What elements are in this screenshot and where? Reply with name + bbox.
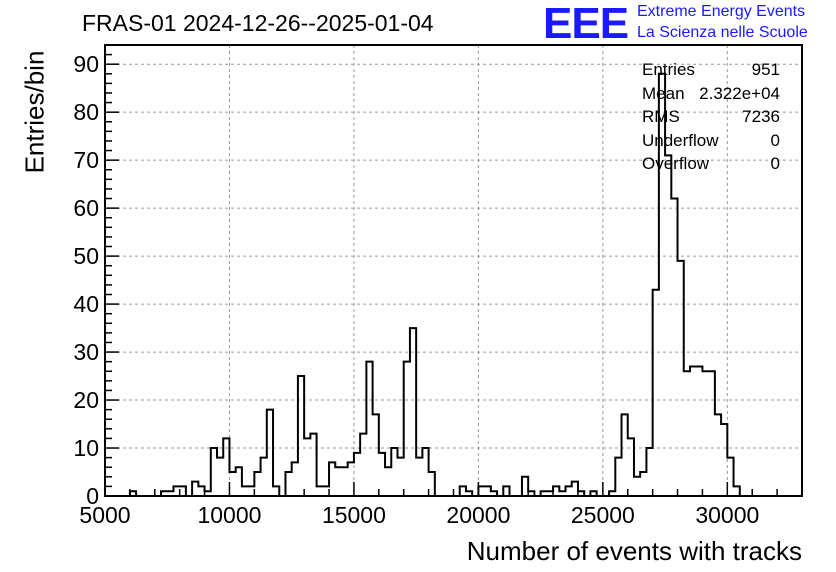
stat-value: 7236 <box>742 107 780 126</box>
stat-row-mean: Mean 2.322e+04 <box>642 84 780 108</box>
stat-value: 951 <box>751 60 780 79</box>
stat-value: 2.322e+04 <box>699 83 780 103</box>
y-tick-label: 30 <box>73 339 99 365</box>
stat-name: RMS <box>642 107 680 126</box>
y-axis-label: Entries/bin <box>19 50 50 174</box>
stat-row-entries: Entries 951 <box>642 60 780 84</box>
y-tick-label: 50 <box>73 243 99 269</box>
stat-value: 0 <box>770 130 780 150</box>
y-tick-label: 60 <box>73 195 99 221</box>
grid-lines <box>105 45 802 496</box>
stat-name: Entries <box>642 60 695 79</box>
x-tick-label: 20000 <box>446 502 510 528</box>
chart-title: FRAS-01 2024-12-26--2025-01-04 <box>82 10 434 36</box>
x-axis-label: Number of events with tracks <box>466 536 802 566</box>
x-tick-label: 15000 <box>322 502 386 528</box>
statistics-box: Entries 951 Mean 2.322e+04 RMS 7236 Unde… <box>642 60 780 178</box>
logo-caption-line2: La Scienza nelle Scuole <box>637 24 808 41</box>
y-tick-label: 70 <box>73 147 99 173</box>
y-tick-label: 0 <box>86 483 99 509</box>
y-tick-label: 90 <box>73 51 99 77</box>
x-tick-label: 10000 <box>197 502 261 528</box>
y-tick-label: 10 <box>73 435 99 461</box>
logo-caption-line1: Extreme Energy Events <box>637 3 806 20</box>
y-axis-ticks: 0 10 20 30 40 50 60 70 80 90 <box>73 44 119 509</box>
x-tick-label: 5000 <box>79 502 130 528</box>
stat-value: 0 <box>770 154 780 173</box>
eee-logo: EEE <box>543 0 629 48</box>
stat-row-rms: RMS 7236 <box>642 107 780 131</box>
stat-row-underflow: Underflow 0 <box>642 131 780 155</box>
stat-name: Overflow <box>642 154 710 173</box>
x-axis-ticks: 5000 10000 15000 20000 25000 30000 <box>79 482 803 528</box>
stat-name: Mean <box>642 83 685 103</box>
stat-name: Underflow <box>642 130 719 150</box>
stat-row-overflow: Overflow 0 <box>642 154 780 178</box>
y-tick-label: 80 <box>73 99 99 125</box>
x-tick-label: 25000 <box>571 502 635 528</box>
y-tick-label: 20 <box>73 387 99 413</box>
y-tick-label: 40 <box>73 291 99 317</box>
x-tick-label: 30000 <box>695 502 759 528</box>
